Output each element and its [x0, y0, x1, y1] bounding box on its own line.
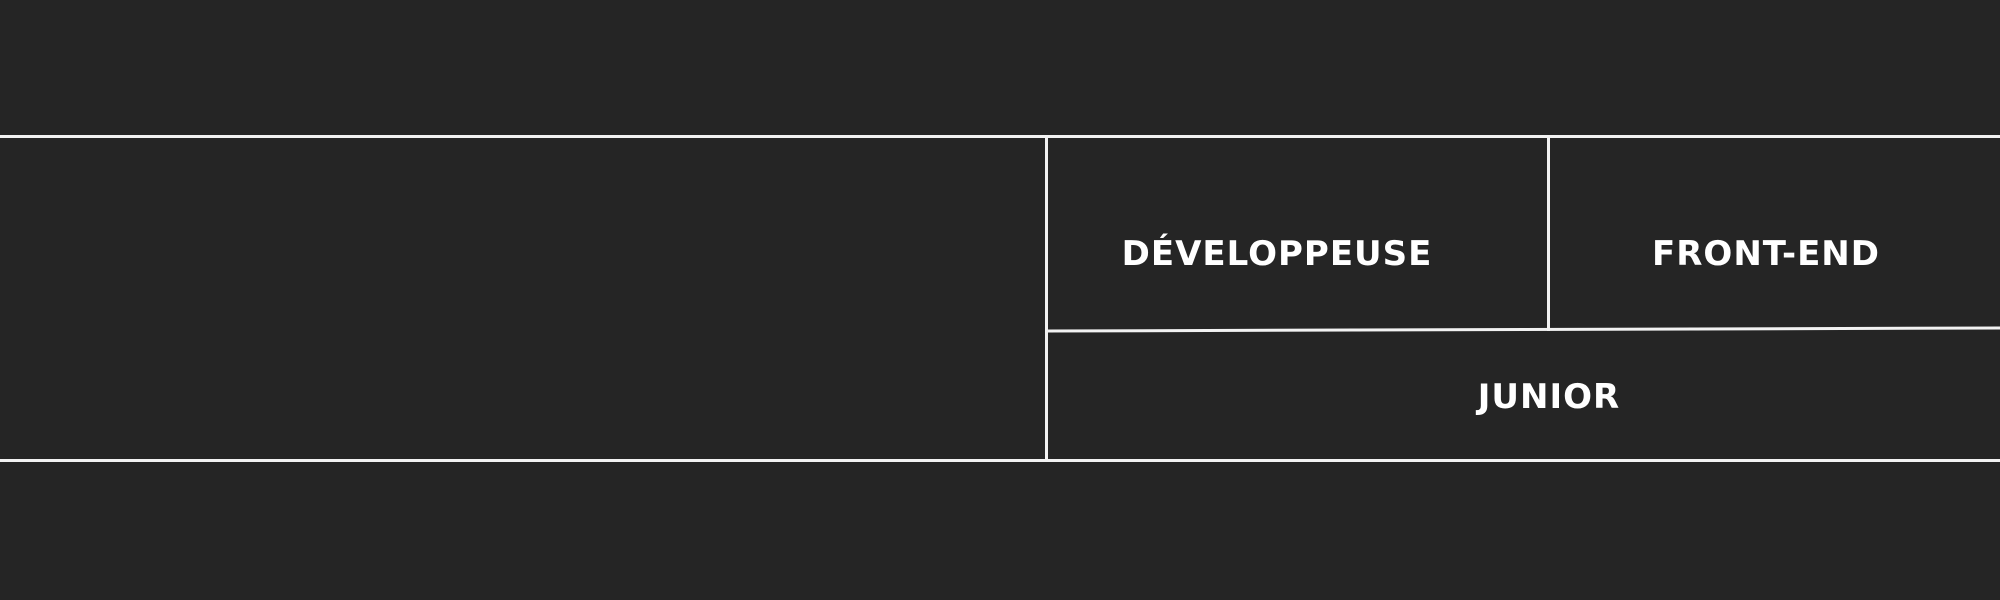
word-junior: JUNIOR	[1477, 377, 1621, 417]
top-rule	[0, 135, 2000, 138]
bottom-rule	[0, 459, 2000, 462]
word-front-end: FRONT-END	[1652, 234, 1880, 274]
left-divider	[1045, 137, 1048, 460]
empty-left-cell	[0, 138, 1045, 459]
inner-rule	[1045, 326, 2000, 333]
middle-divider	[1547, 137, 1550, 331]
word-developpeuse: DÉVELOPPEUSE	[1121, 234, 1433, 274]
